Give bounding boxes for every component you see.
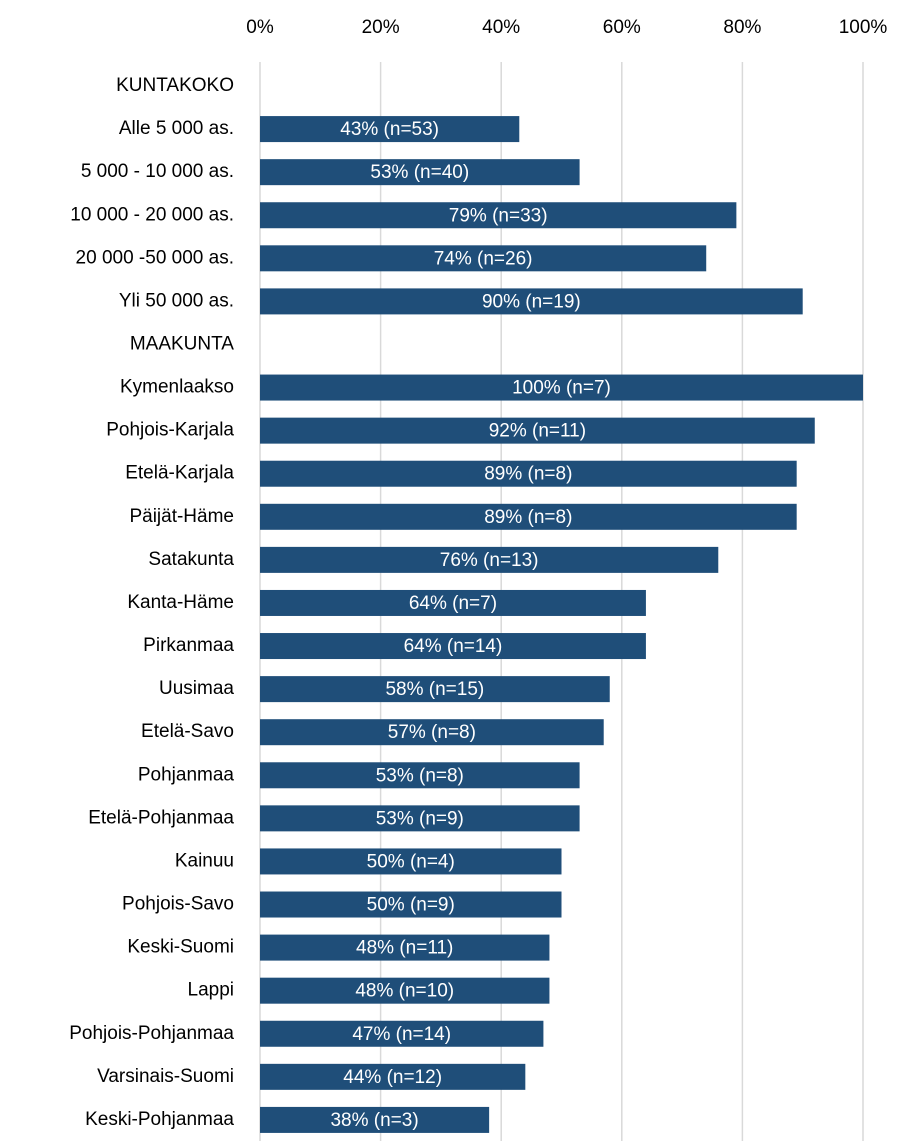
value-label: 53% (n=8): [376, 765, 464, 786]
y-tick-label: Pohjois-Savo: [122, 894, 234, 915]
y-tick-label: Kainuu: [175, 850, 234, 871]
bar: [260, 417, 815, 444]
value-label: 57% (n=8): [388, 722, 476, 743]
value-label: 79% (n=33): [449, 205, 548, 226]
value-label: 90% (n=19): [482, 291, 581, 312]
value-label: 76% (n=13): [440, 550, 539, 571]
value-label: 89% (n=8): [484, 464, 572, 485]
y-tick-label: Alle 5 000 as.: [119, 118, 234, 139]
x-tick-label: 80%: [723, 17, 761, 38]
bar: [260, 159, 580, 186]
bar: [260, 633, 646, 660]
bar: [260, 245, 707, 272]
value-label: 53% (n=9): [376, 808, 464, 829]
x-tick-label: 40%: [482, 17, 520, 38]
value-label: 74% (n=26): [434, 248, 533, 269]
bar: [260, 977, 550, 1004]
value-label: 58% (n=15): [385, 679, 484, 700]
bar: [260, 503, 797, 530]
y-tick-label: Kanta-Häme: [127, 592, 234, 613]
y-tick-label: MAAKUNTA: [130, 333, 234, 354]
y-tick-label: Keski-Pohjanmaa: [85, 1109, 234, 1130]
y-tick-label: Pohjois-Pohjanmaa: [69, 1023, 234, 1044]
y-tick-label: Pohjanmaa: [138, 764, 235, 785]
x-tick-label: 100%: [839, 17, 888, 38]
bar: [260, 116, 520, 143]
value-label: 48% (n=10): [355, 981, 454, 1002]
y-tick-label: Keski-Suomi: [127, 937, 234, 958]
value-label: 43% (n=53): [340, 119, 439, 140]
bar: [260, 891, 562, 918]
y-tick-label: Yli 50 000 as.: [119, 290, 234, 311]
bar: [260, 848, 562, 875]
bar: [260, 1020, 544, 1047]
bar: [260, 676, 610, 703]
bar: [260, 719, 604, 746]
bar: [260, 805, 580, 832]
value-label: 50% (n=9): [367, 895, 455, 916]
bar: [260, 1106, 490, 1133]
y-tick-label: 10 000 - 20 000 as.: [70, 204, 234, 225]
bar: [260, 546, 719, 573]
y-tick-label: Etelä-Pohjanmaa: [88, 807, 234, 828]
bar: [260, 762, 580, 789]
y-tick-label: Pohjois-Karjala: [106, 420, 234, 441]
y-tick-label: Päijät-Häme: [129, 506, 234, 527]
value-label: 92% (n=11): [489, 421, 586, 442]
x-tick-label: 20%: [362, 17, 400, 38]
value-label: 89% (n=8): [484, 507, 572, 528]
bar: [260, 934, 550, 961]
bar: [260, 460, 797, 487]
bar: [260, 374, 863, 401]
value-label: 38% (n=3): [330, 1110, 418, 1131]
x-tick-label: 0%: [246, 17, 274, 38]
y-tick-label: Kymenlaakso: [120, 377, 234, 398]
x-tick-label: 60%: [603, 17, 641, 38]
y-tick-label: Satakunta: [148, 549, 234, 570]
bar: [260, 589, 646, 616]
y-tick-label: Pirkanmaa: [143, 635, 234, 656]
value-label: 44% (n=12): [343, 1067, 442, 1088]
value-label: 53% (n=40): [370, 162, 469, 183]
y-tick-label: 20 000 -50 000 as.: [76, 247, 234, 268]
value-label: 48% (n=11): [356, 938, 453, 959]
y-tick-label: Etelä-Karjala: [125, 463, 234, 484]
bar: [260, 202, 737, 229]
value-label: 47% (n=14): [352, 1024, 451, 1045]
value-label: 100% (n=7): [512, 378, 611, 399]
bar: [260, 288, 803, 315]
value-label: 50% (n=4): [367, 851, 455, 872]
y-tick-label: Uusimaa: [159, 678, 234, 699]
value-label: 64% (n=14): [404, 636, 503, 657]
bar: [260, 1063, 526, 1090]
y-tick-label: Lappi: [188, 980, 235, 1001]
y-tick-label: Varsinais-Suomi: [97, 1066, 234, 1087]
y-tick-label: 5 000 - 10 000 as.: [81, 161, 234, 182]
y-tick-label: KUNTAKOKO: [116, 75, 234, 96]
value-label: 64% (n=7): [409, 593, 497, 614]
y-tick-label: Etelä-Savo: [141, 721, 234, 742]
